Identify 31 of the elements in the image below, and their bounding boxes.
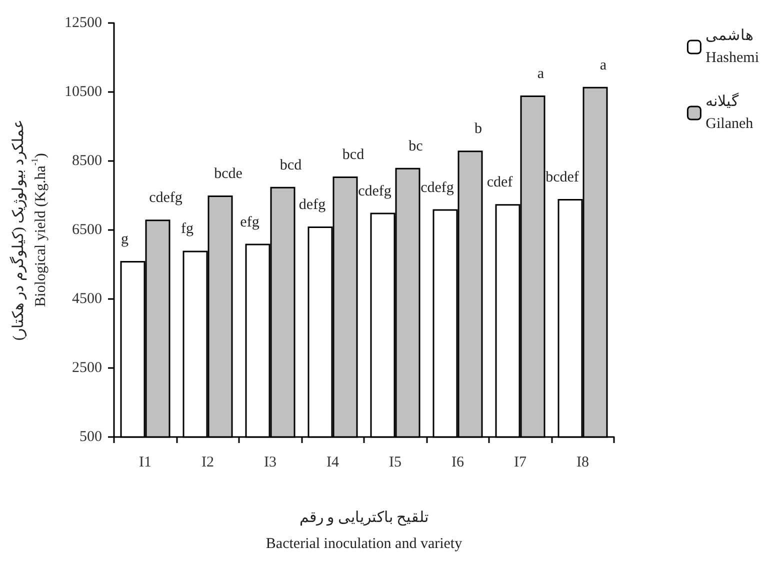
y-tick-label: 4500 <box>72 291 102 307</box>
y-tick-label: 10500 <box>64 84 102 100</box>
data-label: bcde <box>214 166 243 182</box>
data-label: b <box>474 121 482 138</box>
data-label: bcdef <box>546 169 579 186</box>
y-tick-label: 12500 <box>64 15 102 31</box>
x-tick-label: I8 <box>576 454 589 470</box>
data-label: a <box>600 57 607 74</box>
data-label: bcd <box>342 147 365 164</box>
data-label: g <box>121 232 129 248</box>
x-tick-label: I2 <box>202 454 214 470</box>
x-tick-label: I6 <box>452 454 464 470</box>
data-label: fg <box>181 221 194 238</box>
data-label: cdefg <box>358 183 392 200</box>
data-label: cdefg <box>420 180 454 196</box>
data-label: a <box>537 66 544 82</box>
x-tick-label: I1 <box>139 454 152 470</box>
x-tick-label: I3 <box>264 454 276 470</box>
x-tick-label: I7 <box>514 454 527 470</box>
data-label: cdef <box>486 174 513 191</box>
data-label: efg <box>240 214 260 230</box>
x-tick-label: I4 <box>326 454 340 470</box>
y-tick-label: 8500 <box>72 153 102 169</box>
data-label: cdefg <box>149 190 183 206</box>
data-label: bcd <box>280 157 302 174</box>
y-tick-label: 500 <box>80 429 102 445</box>
data-label: bc <box>408 138 424 154</box>
x-tick-label: I5 <box>389 454 402 470</box>
y-tick-label: 2500 <box>72 360 102 376</box>
data-label: defg <box>298 197 326 214</box>
y-tick-label: 6500 <box>72 222 102 238</box>
